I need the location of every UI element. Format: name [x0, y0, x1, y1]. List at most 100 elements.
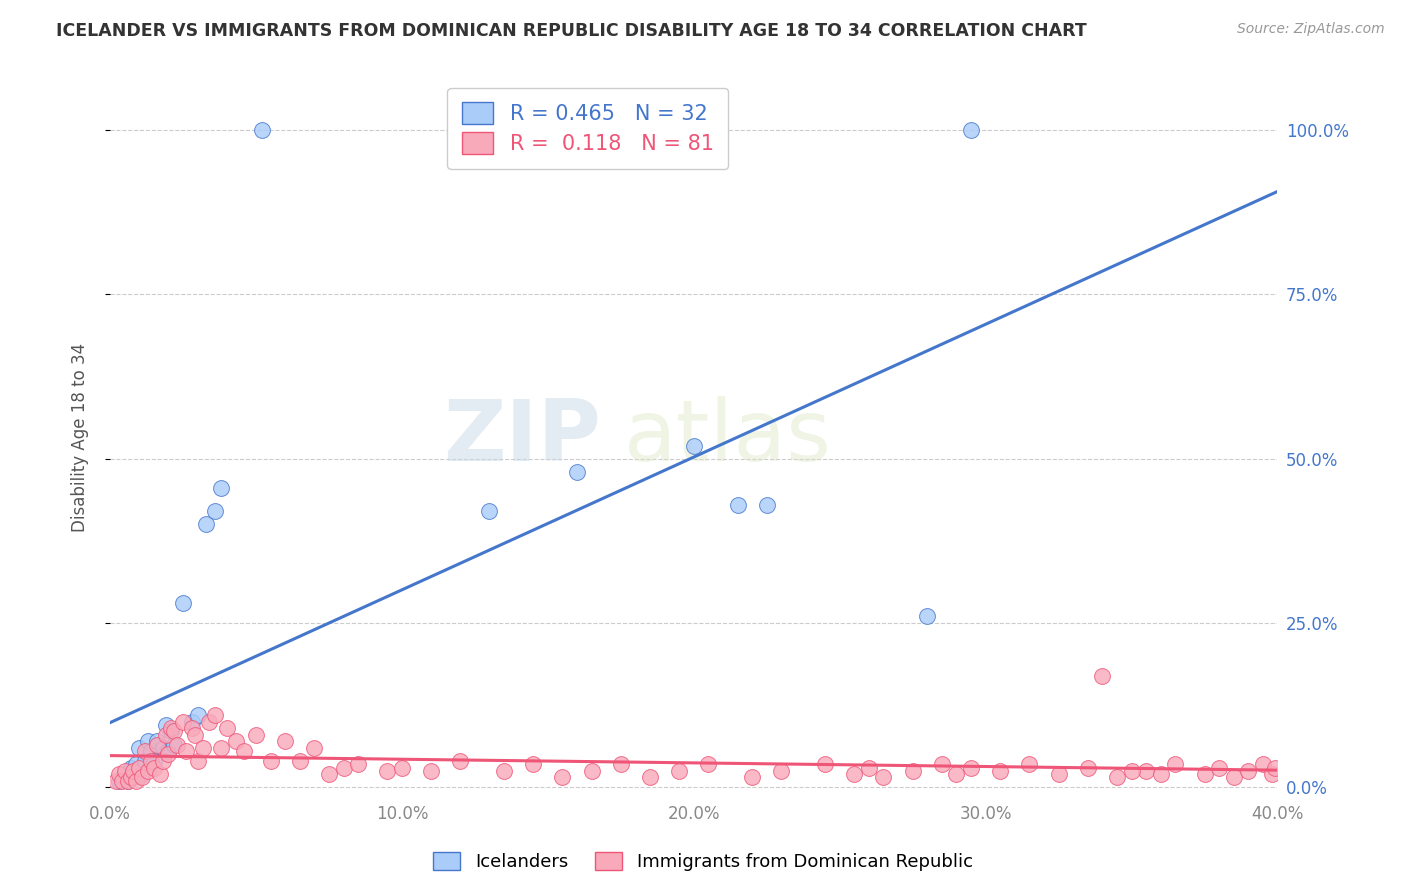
Point [697, 757, 720, 772]
Point [131, 771, 153, 785]
Point [187, 708, 209, 723]
Point [1105, 771, 1128, 785]
Point [215, 721, 238, 735]
Point [108, 773, 131, 788]
Point [209, 740, 232, 755]
Point [1047, 767, 1070, 781]
Point [142, 761, 165, 775]
Point [931, 757, 953, 772]
Point [288, 754, 311, 768]
Point [1077, 761, 1099, 775]
Point [142, 754, 165, 768]
Point [155, 728, 177, 742]
Point [245, 728, 267, 742]
Point [128, 761, 150, 775]
Point [1150, 767, 1173, 781]
Point [318, 767, 340, 781]
Point [901, 764, 924, 778]
Point [449, 754, 471, 768]
Point [134, 754, 156, 768]
Point [250, 123, 273, 137]
Point [120, 771, 142, 785]
Point [814, 757, 837, 772]
Point [163, 738, 186, 752]
Point [146, 738, 169, 752]
Point [960, 761, 983, 775]
Point [136, 734, 159, 748]
Point [1194, 767, 1216, 781]
Text: atlas: atlas [624, 396, 832, 479]
Point [195, 517, 218, 532]
Point [157, 744, 180, 758]
Point [166, 738, 188, 752]
Point [122, 771, 145, 785]
Point [122, 764, 145, 778]
Point [128, 740, 150, 755]
Point [111, 773, 134, 788]
Point [152, 754, 174, 768]
Point [139, 754, 162, 768]
Point [1208, 761, 1230, 775]
Point [347, 757, 370, 772]
Point [988, 764, 1011, 778]
Point [131, 767, 153, 781]
Point [727, 498, 749, 512]
Point [1091, 668, 1114, 682]
Point [858, 761, 880, 775]
Point [872, 771, 894, 785]
Point [770, 764, 793, 778]
Point [610, 757, 633, 772]
Point [160, 721, 183, 735]
Point [391, 761, 413, 775]
Point [1264, 761, 1286, 775]
Point [180, 714, 202, 729]
Point [117, 773, 139, 788]
Point [149, 767, 172, 781]
Point [209, 481, 232, 495]
Point [225, 734, 247, 748]
Point [125, 757, 148, 772]
Text: ICELANDER VS IMMIGRANTS FROM DOMINICAN REPUBLIC DISABILITY AGE 18 TO 34 CORRELAT: ICELANDER VS IMMIGRANTS FROM DOMINICAN R… [56, 22, 1087, 40]
Point [204, 708, 226, 723]
Point [1018, 757, 1040, 772]
Point [478, 504, 501, 518]
Point [844, 767, 866, 781]
Legend: Icelanders, Immigrants from Dominican Republic: Icelanders, Immigrants from Dominican Re… [426, 846, 980, 879]
Point [638, 771, 661, 785]
Legend: R = 0.465   N = 32, R =  0.118   N = 81: R = 0.465 N = 32, R = 0.118 N = 81 [447, 87, 728, 169]
Point [1121, 764, 1143, 778]
Point [146, 734, 169, 748]
Point [274, 734, 297, 748]
Point [139, 744, 162, 758]
Y-axis label: Disability Age 18 to 34: Disability Age 18 to 34 [72, 343, 89, 532]
Point [1222, 771, 1244, 785]
Point [741, 771, 763, 785]
Point [172, 714, 194, 729]
Point [160, 724, 183, 739]
Point [960, 123, 983, 137]
Point [581, 764, 603, 778]
Point [945, 767, 967, 781]
Point [755, 498, 778, 512]
Point [420, 764, 443, 778]
Point [332, 761, 354, 775]
Point [682, 438, 704, 452]
Point [1260, 767, 1282, 781]
Point [1251, 757, 1274, 772]
Point [187, 754, 209, 768]
Point [259, 754, 281, 768]
Point [155, 718, 177, 732]
Point [917, 609, 939, 624]
Point [668, 764, 690, 778]
Point [304, 740, 326, 755]
Point [157, 747, 180, 762]
Point [198, 714, 221, 729]
Point [204, 504, 226, 518]
Point [108, 767, 131, 781]
Point [152, 740, 174, 755]
Point [120, 761, 142, 775]
Point [180, 721, 202, 735]
Point [1164, 757, 1187, 772]
Point [114, 767, 136, 781]
Point [1237, 764, 1260, 778]
